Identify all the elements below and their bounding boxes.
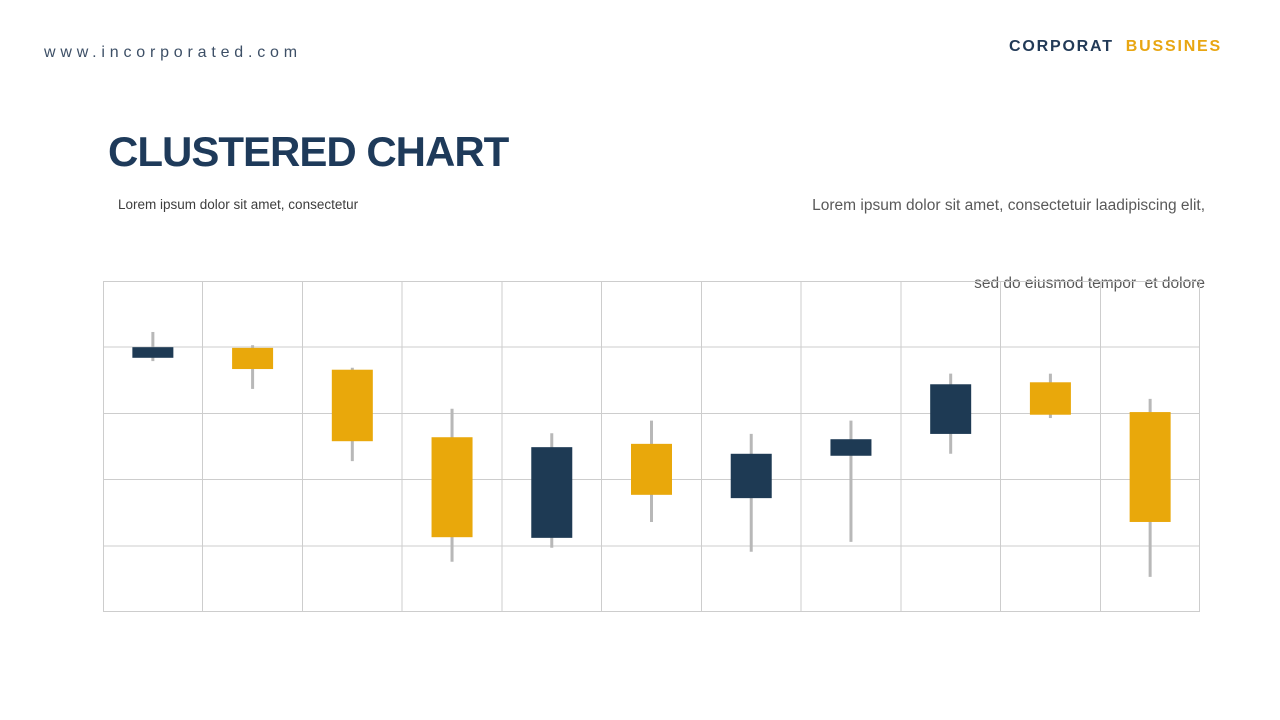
- candle-body: [730, 453, 772, 499]
- brand-logo: CORPORAT BUSSINES: [1009, 37, 1222, 56]
- candle-body: [132, 347, 174, 358]
- brand-primary-text: CORPORAT: [1009, 38, 1114, 55]
- candlestick-chart: [103, 281, 1200, 612]
- candle-body: [431, 437, 473, 538]
- page-title: CLUSTERED CHART: [108, 128, 509, 175]
- description-line-2: sed do eiusmod tempor et dolore: [974, 275, 1205, 292]
- website-url: www.incorporated.com: [44, 44, 302, 61]
- candle-body: [1129, 412, 1171, 522]
- candle-body: [830, 439, 872, 456]
- candle-body: [232, 347, 274, 370]
- description-line-1: Lorem ipsum dolor sit amet, consectetuir…: [812, 197, 1205, 214]
- candle-body: [331, 369, 373, 442]
- description-text: Lorem ipsum dolor sit amet, consectetuir…: [745, 141, 1205, 349]
- candle-body: [631, 443, 672, 495]
- page-subtitle: Lorem ipsum dolor sit amet, consectetur: [118, 197, 359, 212]
- candle-body: [930, 384, 972, 434]
- brand-secondary-text: BUSSINES: [1125, 38, 1222, 55]
- candle-body: [1029, 382, 1071, 415]
- candle-body: [531, 447, 573, 538]
